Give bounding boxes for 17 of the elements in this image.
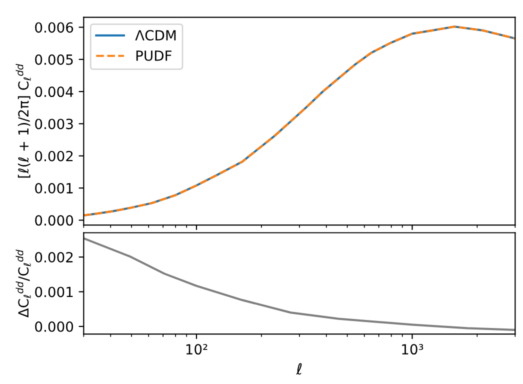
y-tick-label: 0.005 — [35, 54, 73, 65]
y-axis-title: [ℓ(ℓ + 1)/2π] C$_{ℓ}$$^{dd}$ — [16, 64, 31, 178]
y-tick-label: 0.001 — [35, 286, 73, 298]
legend-label: ΛCDM — [135, 30, 176, 41]
y-axis-title: ΔC$_{ℓ}$$^{dd}$/C$_{ℓ}$$^{dd}$ — [16, 250, 31, 318]
y-tick-label: 0.001 — [35, 183, 73, 194]
y-tick-label: 0.004 — [35, 86, 74, 98]
x-tick-label: 10³ — [402, 344, 424, 355]
y-tick-label: 0.006 — [35, 22, 74, 33]
y-tick-label: 0.002 — [35, 150, 73, 162]
x-tick-label: 10² — [186, 344, 208, 355]
y-tick-label: 0.002 — [35, 252, 73, 263]
legend-label: PUDF — [136, 50, 172, 61]
x-axis-title: ℓ — [296, 363, 302, 375]
y-tick-label: 0.003 — [35, 118, 73, 130]
y-tick-label: 0.000 — [35, 321, 74, 332]
y-tick-label: 0.000 — [35, 215, 74, 226]
